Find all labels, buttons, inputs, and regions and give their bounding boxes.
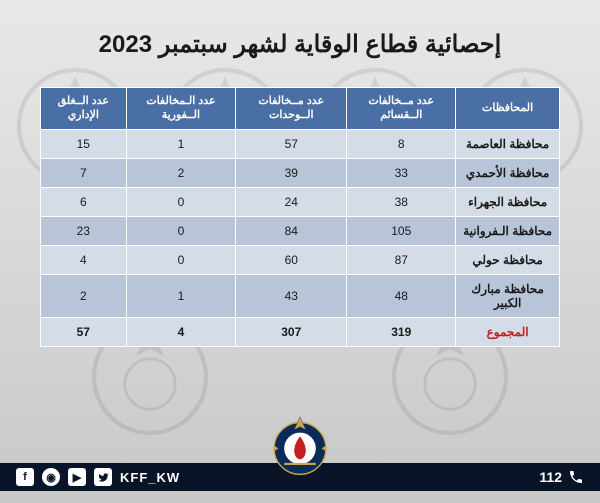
table-row: محافظة حولي 87 60 0 4 bbox=[41, 245, 560, 274]
cell-wahdat: 60 bbox=[236, 245, 347, 274]
youtube-icon: ▶ bbox=[68, 468, 86, 486]
cell-total-fawriya: 4 bbox=[126, 317, 236, 346]
cell-qasaim: 8 bbox=[347, 129, 456, 158]
cell-wahdat: 84 bbox=[236, 216, 347, 245]
cell-wahdat: 24 bbox=[236, 187, 347, 216]
facebook-icon: f bbox=[16, 468, 34, 486]
cell-qasaim: 48 bbox=[347, 274, 456, 317]
cell-fawriya: 0 bbox=[126, 187, 236, 216]
social-handle: KFF_KW bbox=[120, 470, 180, 485]
cell-ghalq: 7 bbox=[41, 158, 127, 187]
table-row: محافظة مبارك الكبير 48 43 1 2 bbox=[41, 274, 560, 317]
cell-qasaim: 33 bbox=[347, 158, 456, 187]
cell-ghalq: 15 bbox=[41, 129, 127, 158]
cell-ghalq: 23 bbox=[41, 216, 127, 245]
col-wahdat: عدد مــخالفات الــوحدات bbox=[236, 88, 347, 130]
cell-gov: محافظة حولي bbox=[456, 245, 560, 274]
cell-fawriya: 1 bbox=[126, 274, 236, 317]
cell-gov: محافظة مبارك الكبير bbox=[456, 274, 560, 317]
cell-fawriya: 1 bbox=[126, 129, 236, 158]
twitter-icon bbox=[94, 468, 112, 486]
emergency-number: 112 bbox=[539, 469, 562, 485]
phone-icon bbox=[568, 469, 584, 485]
table-header-row: المحافظات عدد مــخالفات الــقسائم عدد مـ… bbox=[41, 88, 560, 130]
cell-ghalq: 4 bbox=[41, 245, 127, 274]
instagram-icon: ◉ bbox=[42, 468, 60, 486]
table-row: محافظة الـفروانية 105 84 0 23 bbox=[41, 216, 560, 245]
cell-qasaim: 38 bbox=[347, 187, 456, 216]
emergency-contact: 112 bbox=[539, 469, 584, 485]
table-row: محافظة الأحمدي 33 39 2 7 bbox=[41, 158, 560, 187]
cell-gov: محافظة العاصمة bbox=[456, 129, 560, 158]
table-row: محافظة الجهراء 38 24 0 6 bbox=[41, 187, 560, 216]
cell-gov: محافظة الـفروانية bbox=[456, 216, 560, 245]
stats-table: المحافظات عدد مــخالفات الــقسائم عدد مـ… bbox=[40, 87, 560, 347]
col-ghalq: عدد الــغلق الإداري bbox=[41, 88, 127, 130]
footer: f ◉ ▶ KFF_KW 112 bbox=[0, 415, 600, 503]
col-governorate: المحافظات bbox=[456, 88, 560, 130]
col-fawriya: عدد الـمخالفات الــفورية bbox=[126, 88, 236, 130]
cell-wahdat: 57 bbox=[236, 129, 347, 158]
cell-total-label: المجموع bbox=[456, 317, 560, 346]
cell-gov: محافظة الجهراء bbox=[456, 187, 560, 216]
cell-wahdat: 43 bbox=[236, 274, 347, 317]
stats-table-wrap: المحافظات عدد مــخالفات الــقسائم عدد مـ… bbox=[40, 87, 560, 347]
col-qasaim: عدد مــخالفات الــقسائم bbox=[347, 88, 456, 130]
social-links: f ◉ ▶ KFF_KW bbox=[16, 468, 180, 486]
fire-force-emblem-icon bbox=[264, 411, 336, 483]
cell-qasaim: 105 bbox=[347, 216, 456, 245]
cell-total-ghalq: 57 bbox=[41, 317, 127, 346]
cell-ghalq: 2 bbox=[41, 274, 127, 317]
cell-fawriya: 2 bbox=[126, 158, 236, 187]
cell-total-wahdat: 307 bbox=[236, 317, 347, 346]
table-total-row: المجموع 319 307 4 57 bbox=[41, 317, 560, 346]
cell-wahdat: 39 bbox=[236, 158, 347, 187]
main-container: إحصائية قطاع الوقاية لشهر سبتمبر 2023 ال… bbox=[0, 0, 600, 503]
cell-gov: محافظة الأحمدي bbox=[456, 158, 560, 187]
cell-ghalq: 6 bbox=[41, 187, 127, 216]
cell-total-qasaim: 319 bbox=[347, 317, 456, 346]
cell-qasaim: 87 bbox=[347, 245, 456, 274]
cell-fawriya: 0 bbox=[126, 245, 236, 274]
table-row: محافظة العاصمة 8 57 1 15 bbox=[41, 129, 560, 158]
cell-fawriya: 0 bbox=[126, 216, 236, 245]
page-title: إحصائية قطاع الوقاية لشهر سبتمبر 2023 bbox=[99, 30, 502, 59]
